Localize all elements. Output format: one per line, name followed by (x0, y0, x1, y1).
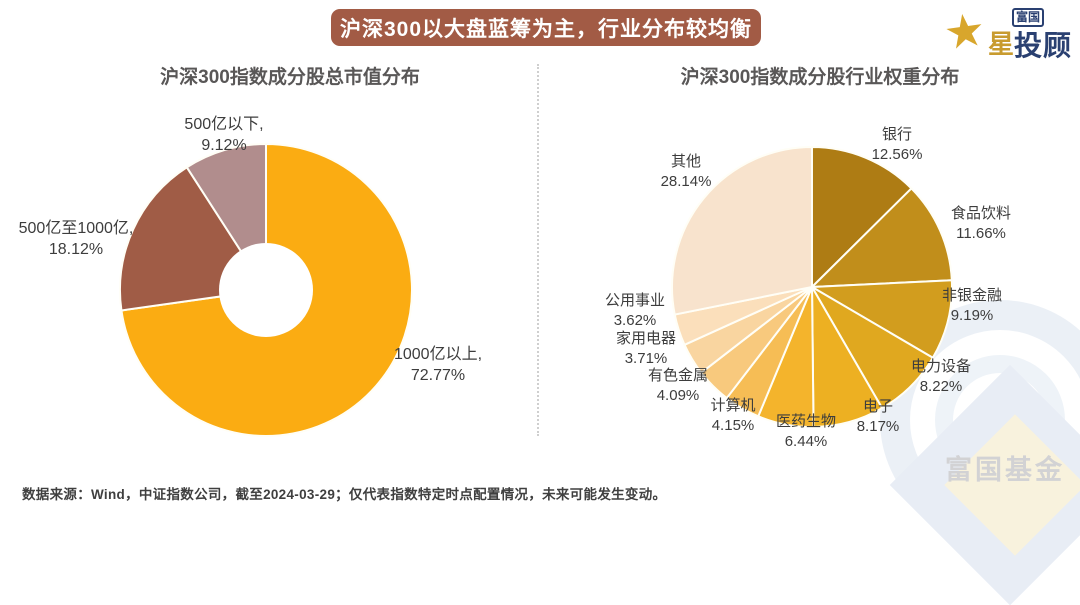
label-value: 4.09% (656, 387, 700, 404)
pie-label-bank: 银行 12.56% (837, 125, 957, 165)
label-value: 28.14% (660, 173, 712, 190)
donut-label-under-500yi: 500亿以下, 9.12% (144, 114, 304, 156)
left-chart-title: 沪深300指数成分股总市值分布 (160, 67, 420, 88)
pie-label-power-equipment: 电力设备 8.22% (881, 357, 1001, 397)
label-value: 3.71% (624, 350, 668, 367)
donut-hole (219, 243, 313, 337)
pie-label-home-appliances: 家用电器 3.71% (586, 329, 706, 369)
logo-gold-char: 星 (988, 29, 1015, 59)
label-name: 公用事业 (604, 292, 665, 309)
label-value: 3.62% (613, 312, 657, 329)
label-name: 500亿至1000亿, (18, 220, 134, 237)
logo-badge: 富国 (1012, 8, 1045, 27)
pie-label-nonferrous-metals: 有色金属 4.09% (618, 366, 738, 406)
label-name: 计算机 (710, 397, 756, 414)
label-value: 18.12% (48, 241, 104, 258)
label-name: 医药生物 (775, 413, 836, 430)
label-name: 非银金融 (941, 287, 1002, 304)
logo-main-text: 投顾 (1014, 30, 1073, 61)
slice-银行 (811, 146, 913, 288)
label-value: 72.77% (410, 367, 466, 384)
pie-label-utilities: 公用事业 3.62% (575, 291, 695, 331)
label-value: 9.12% (201, 137, 247, 154)
data-source-note: 数据来源：Wind，中证指数公司，截至2024-03-29；仅代表指数特定时点配… (22, 487, 667, 502)
label-value: 8.22% (919, 378, 963, 395)
slice-非银金融 (811, 279, 953, 359)
donut-label-500-1000yi: 500亿至1000亿, 18.12% (0, 218, 156, 260)
slice-食品饮料 (811, 187, 953, 288)
donut-label-1000yi-plus: 1000亿以上, 72.77% (358, 344, 518, 386)
label-name: 1000亿以上, (393, 346, 483, 363)
brand-logo: ★ 星 富国 投顾 (940, 2, 1078, 61)
label-name: 家用电器 (615, 330, 676, 347)
pie-label-computer: 计算机 4.15% (673, 396, 793, 436)
pie-label-food-beverage: 食品饮料 11.66% (921, 204, 1041, 244)
banner-title: 沪深300以大盘蓝筹为主，行业分布较均衡 (331, 9, 761, 46)
watermark-brand-text: 富国基金 (945, 455, 1065, 485)
label-name: 有色金属 (647, 367, 708, 384)
label-value: 4.15% (711, 417, 755, 434)
star-icon: ★ (940, 2, 989, 60)
label-value: 12.56% (871, 146, 923, 163)
right-chart-title: 沪深300指数成分股行业权重分布 (680, 67, 960, 88)
label-value: 6.44% (784, 433, 828, 450)
label-name: 电子 (862, 398, 893, 415)
label-name: 银行 (881, 126, 912, 143)
label-name: 电力设备 (910, 358, 971, 375)
label-name: 其他 (670, 153, 701, 170)
market-cap-donut-chart (119, 143, 413, 437)
label-value: 11.66% (956, 225, 1006, 242)
pie-label-electronics: 电子 8.17% (818, 397, 938, 437)
label-value: 9.19% (950, 307, 994, 324)
slice-其他 (671, 146, 813, 316)
label-name: 食品饮料 (950, 205, 1011, 222)
pie-label-pharma-bio: 医药生物 6.44% (746, 412, 866, 452)
vertical-dashed-divider (537, 64, 539, 436)
label-value: 8.17% (856, 418, 900, 435)
industry-weight-pie-chart (671, 146, 953, 428)
label-name: 500亿以下, (184, 116, 264, 133)
pie-label-nonbank-finance: 非银金融 9.19% (912, 286, 1032, 326)
pie-label-others: 其他 28.14% (626, 152, 746, 192)
